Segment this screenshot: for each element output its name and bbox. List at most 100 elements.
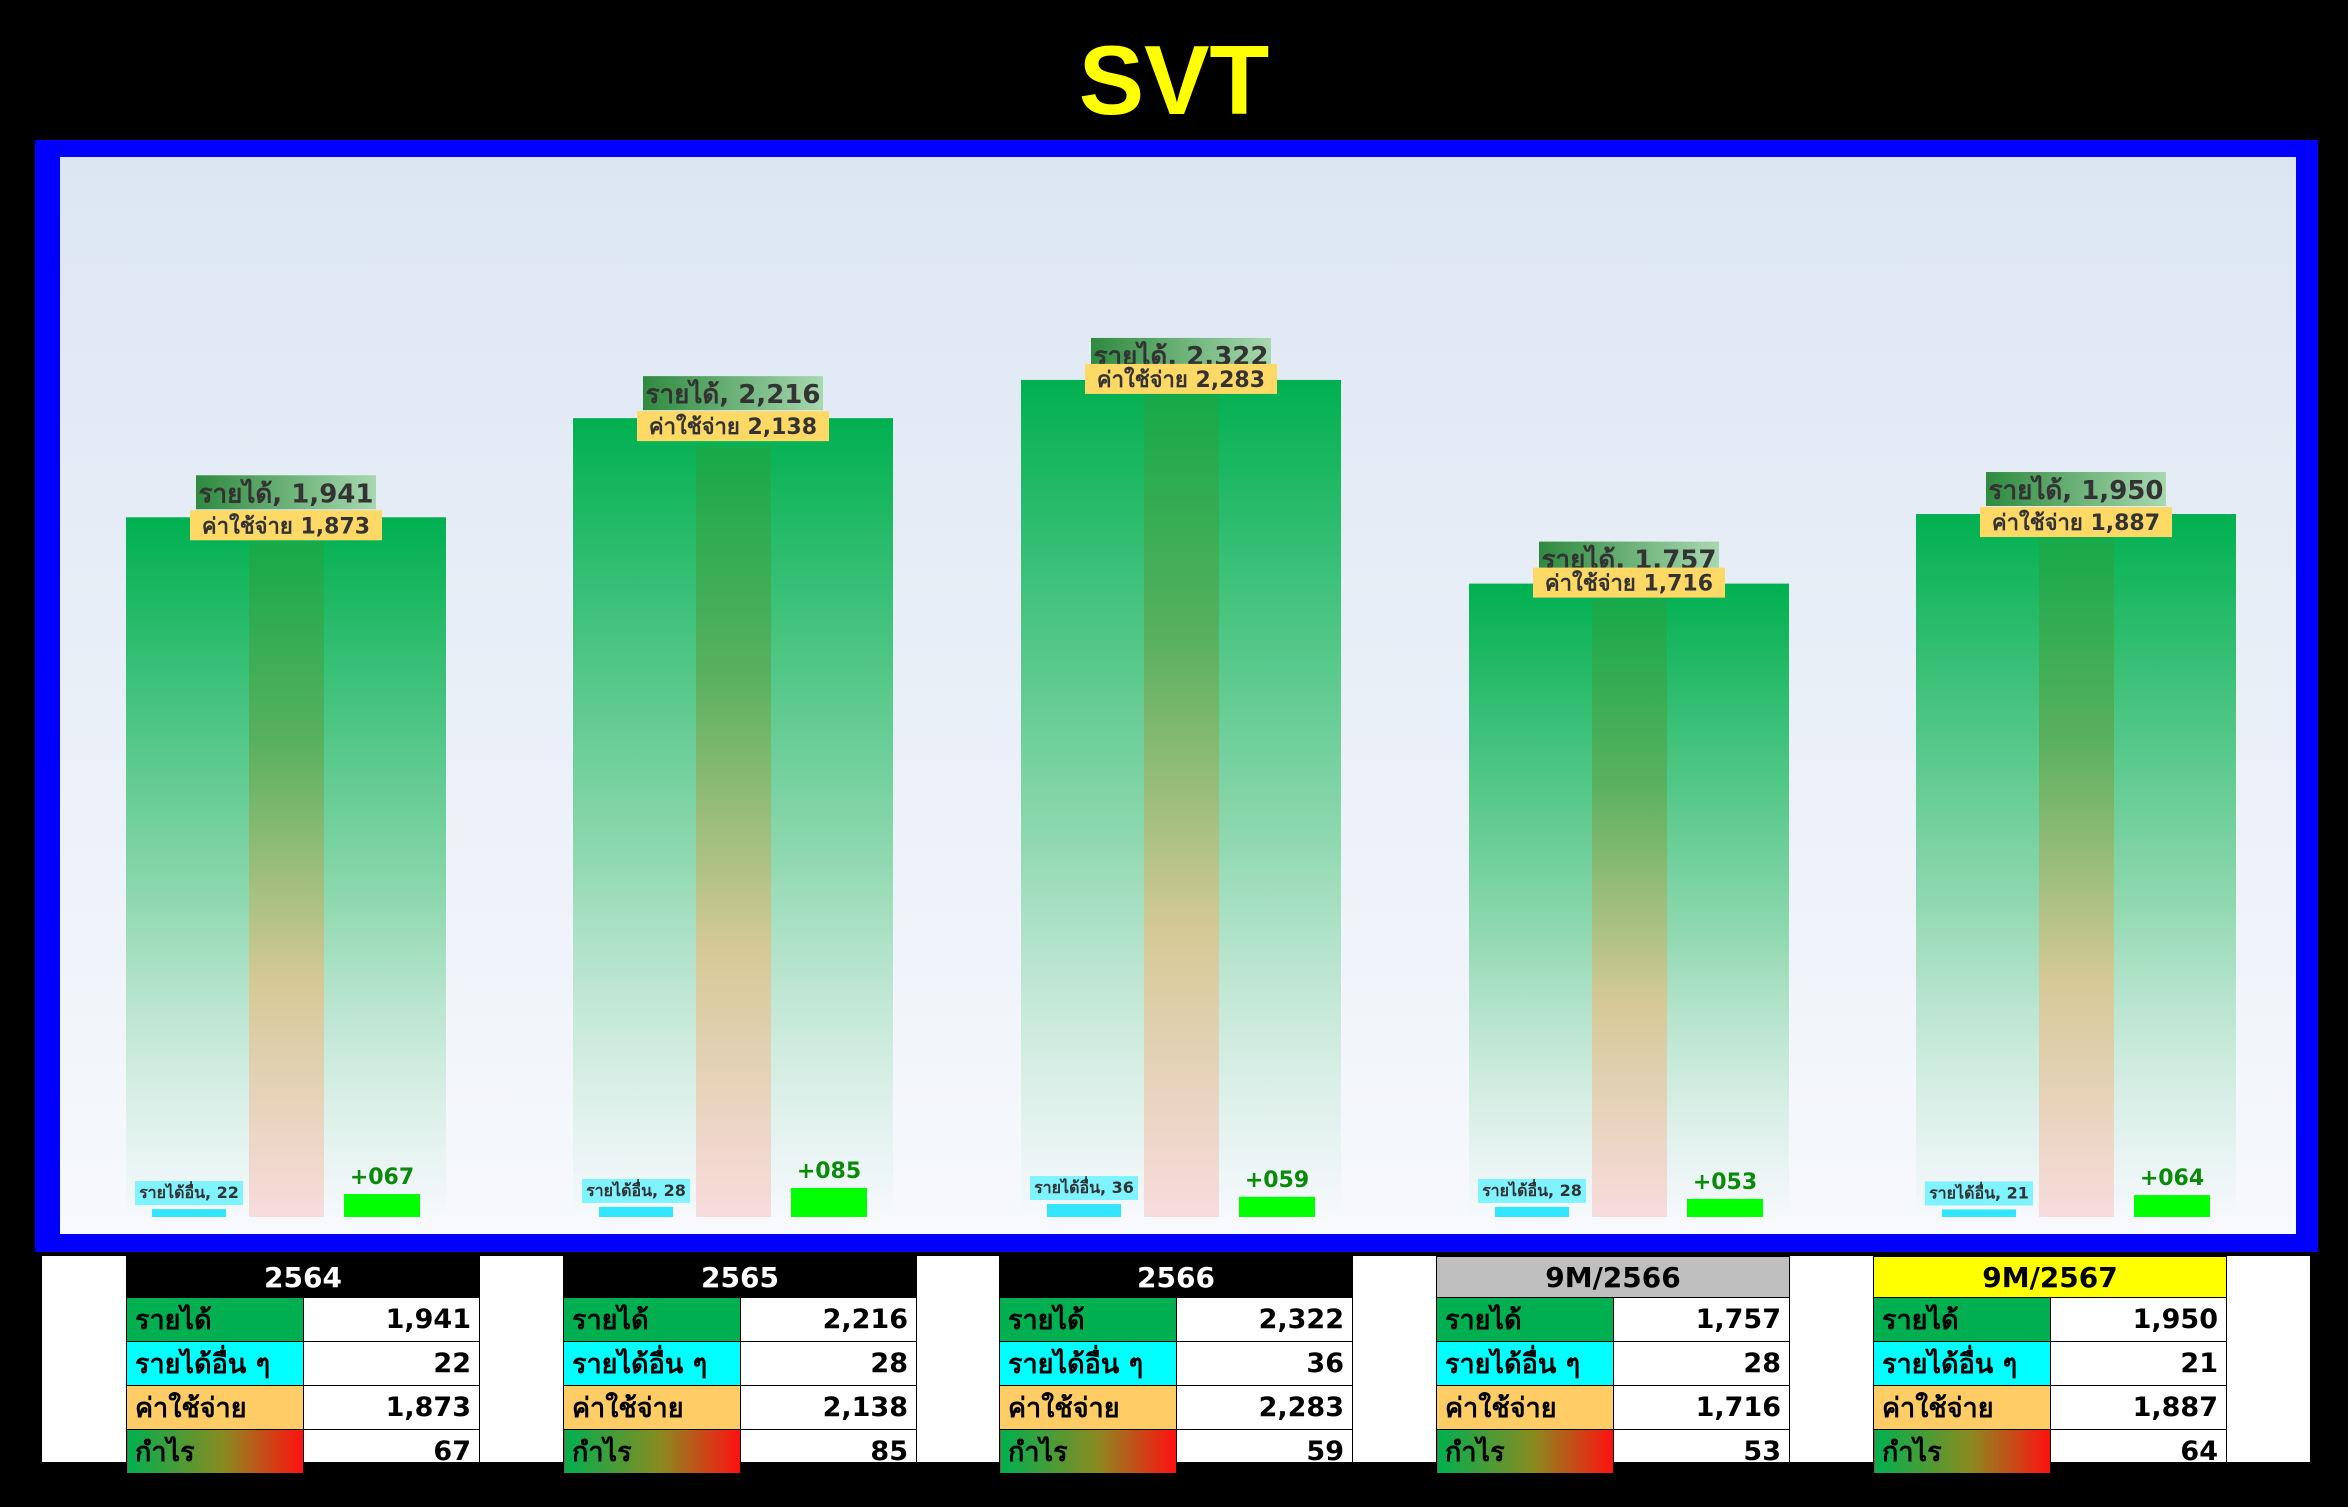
table-row: กำไร 53 — [1436, 1429, 1790, 1474]
revenue-label-cell: รายได้ — [1436, 1297, 1614, 1342]
other-income-value-cell: 21 — [2049, 1341, 2227, 1386]
profit-data-label: +064 — [2140, 1166, 2204, 1191]
other-income-bar — [1047, 1204, 1121, 1217]
other-income-data-label: รายได้อื่น, 21 — [1929, 1181, 2029, 1202]
table-row: รายได้อื่น ๆ 21 — [1873, 1341, 2227, 1386]
table-header: 2566 — [999, 1256, 1353, 1298]
profit-data-label: +053 — [1693, 1170, 1757, 1195]
profit-bar — [1239, 1196, 1315, 1217]
expense-data-label: ค่าใช้จ่าย 1,873 — [202, 512, 370, 539]
summary-table-1: 2564 รายได้ 1,941 รายได้อื่น ๆ 22 ค่าใช้จ่าย 1… — [126, 1256, 480, 1474]
chart-frame: รายได้, 1,941 ค่าใช้จ่าย 1,873 รายได้อื่น,… — [35, 140, 2318, 1252]
table-header: 9M/2567 — [1873, 1256, 2227, 1298]
other-income-data-label: รายได้อื่น, 28 — [586, 1179, 686, 1200]
other-income-value-cell: 36 — [1175, 1341, 1353, 1386]
chart-title: SVT — [1078, 25, 1270, 135]
expense-bar — [249, 541, 324, 1217]
expense-label-cell: ค่าใช้จ่าย — [563, 1385, 741, 1430]
table-row: รายได้อื่น ๆ 36 — [999, 1341, 1353, 1386]
revenue-label-box — [196, 475, 376, 510]
revenue-value-cell: 1,941 — [302, 1297, 480, 1342]
other-income-bar — [1942, 1209, 2016, 1217]
profit-bar — [2134, 1195, 2210, 1217]
revenue-label-cell: รายได้ — [1873, 1297, 2051, 1342]
profit-bar — [791, 1187, 867, 1217]
summary-table-4: 9M/2566 รายได้ 1,757 รายได้อื่น ๆ 28 ค่าใช้จ่… — [1436, 1256, 1790, 1474]
other-income-label-box — [582, 1178, 690, 1203]
summary-table-5: 9M/2567 รายได้ 1,950 รายได้อื่น ๆ 21 ค่าใช้จ่… — [1873, 1256, 2227, 1474]
revenue-data-label: รายได้, 1,941 — [199, 477, 374, 509]
profit-value-cell: 67 — [302, 1429, 480, 1474]
profit-label-cell: กำไร — [126, 1429, 304, 1474]
other-income-label-cell: รายได้อื่น ๆ — [1436, 1341, 1614, 1386]
table-row: กำไร 85 — [563, 1429, 917, 1474]
table-header: 9M/2566 — [1436, 1256, 1790, 1298]
revenue-label-cell: รายได้ — [563, 1297, 741, 1342]
profit-data-label: +067 — [350, 1165, 414, 1190]
table-header: 2564 — [126, 1256, 480, 1298]
other-income-label-cell: รายได้อื่น ๆ — [563, 1341, 741, 1386]
revenue-value-cell: 2,216 — [739, 1297, 917, 1342]
profit-label-cell: กำไร — [999, 1429, 1177, 1474]
expense-bar — [1144, 393, 1219, 1217]
other-income-bar — [152, 1209, 226, 1217]
other-income-label-cell: รายได้อื่น ๆ — [126, 1341, 304, 1386]
expense-value-cell: 1,873 — [302, 1385, 480, 1430]
revenue-data-label: รายได้, 1,950 — [1989, 474, 2164, 506]
other-income-data-label: รายได้อื่น, 28 — [1482, 1179, 1582, 1200]
revenue-label-cell: รายได้ — [126, 1297, 304, 1342]
expense-label-box — [1085, 363, 1277, 394]
expense-label-cell: ค่าใช้จ่าย — [999, 1385, 1177, 1430]
bar-chart: รายได้, 1,941 ค่าใช้จ่าย 1,873 รายได้อื่น,… — [126, 337, 2236, 1218]
table-row: กำไร 59 — [999, 1429, 1353, 1474]
other-income-label-box — [1478, 1178, 1586, 1203]
other-income-label-box — [1925, 1181, 2033, 1206]
revenue-value-cell: 1,757 — [1612, 1297, 1790, 1342]
expense-bar — [2039, 536, 2114, 1217]
table-row: รายได้ 2,322 — [999, 1297, 1353, 1342]
expense-bar — [696, 446, 771, 1218]
expense-label-box — [1533, 567, 1725, 598]
revenue-data-label: รายได้, 2,216 — [646, 378, 821, 410]
expense-value-cell: 1,716 — [1612, 1385, 1790, 1430]
expense-value-cell: 2,283 — [1175, 1385, 1353, 1430]
profit-label-cell: กำไร — [1436, 1429, 1614, 1474]
table-row: รายได้อื่น ๆ 28 — [563, 1341, 917, 1386]
other-income-label-box — [1030, 1176, 1138, 1201]
table-row: ค่าใช้จ่าย 1,887 — [1873, 1385, 2227, 1430]
profit-bar — [344, 1194, 420, 1217]
plot-area: รายได้, 1,941 ค่าใช้จ่าย 1,873 รายได้อื่น,… — [60, 157, 2296, 1234]
table-row: รายได้ 1,950 — [1873, 1297, 2227, 1342]
profit-value-cell: 64 — [2049, 1429, 2227, 1474]
table-row: รายได้ 1,757 — [1436, 1297, 1790, 1342]
revenue-label-box — [643, 376, 823, 411]
expense-value-cell: 1,887 — [2049, 1385, 2227, 1430]
revenue-value-cell: 1,950 — [2049, 1297, 2227, 1342]
summary-tables: 2564 รายได้ 1,941 รายได้อื่น ๆ 22 ค่าใช้จ่าย 1… — [42, 1256, 2310, 1474]
expense-bar — [1592, 598, 1667, 1217]
table-row: กำไร 64 — [1873, 1429, 2227, 1474]
expense-data-label: ค่าใช้จ่าย 2,138 — [649, 413, 817, 440]
other-income-label-box — [135, 1181, 243, 1206]
other-income-data-label: รายได้อื่น, 36 — [1034, 1176, 1134, 1197]
other-income-value-cell: 28 — [1612, 1341, 1790, 1386]
table-row: รายได้ 2,216 — [563, 1297, 917, 1342]
profit-label-cell: กำไร — [563, 1429, 741, 1474]
profit-value-cell: 53 — [1612, 1429, 1790, 1474]
table-row: ค่าใช้จ่าย 2,283 — [999, 1385, 1353, 1430]
table-row: รายได้อื่น ๆ 28 — [1436, 1341, 1790, 1386]
profit-data-label: +059 — [1245, 1168, 1309, 1193]
summary-table-3: 2566 รายได้ 2,322 รายได้อื่น ๆ 36 ค่าใช้จ่าย 2… — [999, 1256, 1353, 1474]
revenue-label-box — [1986, 472, 2166, 507]
table-row: ค่าใช้จ่าย 1,873 — [126, 1385, 480, 1430]
expense-label-box — [190, 510, 382, 541]
table-row: รายได้ 1,941 — [126, 1297, 480, 1342]
table-row: ค่าใช้จ่าย 1,716 — [1436, 1385, 1790, 1430]
expense-data-label: ค่าใช้จ่าย 1,887 — [1992, 509, 2160, 536]
other-income-value-cell: 28 — [739, 1341, 917, 1386]
profit-value-cell: 59 — [1175, 1429, 1353, 1474]
table-row: ค่าใช้จ่าย 2,138 — [563, 1385, 917, 1430]
other-income-bar — [599, 1206, 673, 1217]
revenue-label-cell: รายได้ — [999, 1297, 1177, 1342]
other-income-bar — [1495, 1206, 1569, 1217]
